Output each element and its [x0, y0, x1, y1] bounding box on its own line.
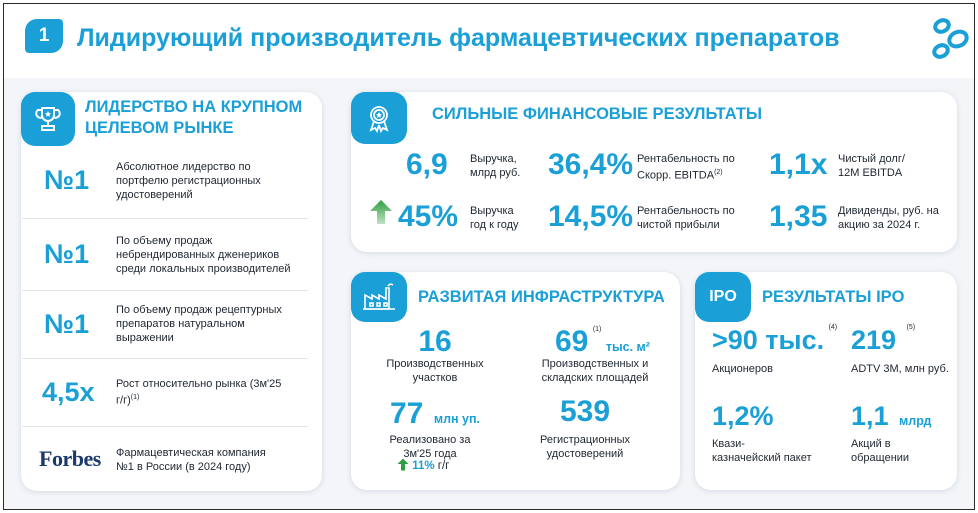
- forbes-logo: Forbes: [39, 446, 101, 471]
- ipo-holders-label: Акционеров: [712, 363, 773, 375]
- divider: [22, 218, 308, 219]
- factory-icon: [363, 283, 395, 310]
- fin-revenue-value: 6,9: [406, 148, 448, 181]
- company-logo-icon: [932, 18, 969, 59]
- infra-sites-value: 16: [418, 325, 452, 358]
- fin-ebitda-value: 36,4%: [548, 148, 634, 181]
- infra-area-unit: тыс. м²: [605, 340, 650, 354]
- infra-packs-label: Реализовано за 3м'25 года: [389, 434, 471, 460]
- fin-growth-label: Выручка год к году: [470, 205, 519, 231]
- infra-packs-value: 77: [390, 397, 424, 430]
- factory-icon-box: [351, 272, 407, 322]
- leadership-value-1: №1: [44, 165, 90, 195]
- arrow-up-icon: [397, 458, 409, 471]
- ipo-badge: IPO: [695, 272, 751, 322]
- infra-packs-value-group: 77 млн уп.: [390, 397, 480, 431]
- award-ribbon-icon: [369, 106, 389, 133]
- ipo-adtv-label: ADTV 3M, млн руб.: [851, 363, 949, 375]
- fin-dividend-label: Дивиденды, руб. на акцию за 2024 г.: [838, 205, 939, 231]
- infra-area-note: (1): [592, 325, 602, 333]
- leadership-text-4: Рост относительно рынка (3м'25 г/г)(1): [116, 378, 282, 407]
- ipo-float-value: 1,1: [851, 401, 889, 431]
- header-bar: 1 Лидирующий производитель фармацевтичес…: [4, 4, 974, 78]
- fin-netmargin-value: 14,5%: [548, 200, 634, 233]
- fin-revenue-label: Выручка, млрд руб.: [470, 153, 521, 179]
- leadership-value-2: №1: [44, 239, 90, 269]
- fin-dividend-value: 1,35: [769, 200, 828, 233]
- infra-area-label: Производственных и складских площадей: [541, 358, 649, 384]
- leadership-title: ЛИДЕРСТВО НА КРУПНОМ ЦЕЛЕВОМ РЫНКЕ: [85, 98, 303, 137]
- financial-title: СИЛЬНЫЕ ФИНАНСОВЫЕ РЕЗУЛЬТАТЫ: [432, 105, 763, 123]
- infrastructure-title: РАЗВИТАЯ ИНФРАСТРУКТУРА: [418, 288, 665, 306]
- award-icon-box: [351, 92, 407, 144]
- ipo-adtv-value: 219: [851, 325, 897, 355]
- trophy-icon: [35, 107, 61, 131]
- infra-sites-label: Производственных участков: [386, 358, 484, 384]
- infra-area-value: 69: [555, 325, 589, 358]
- infra-licenses-value: 539: [559, 395, 611, 428]
- ipo-float-unit: млрд: [899, 414, 932, 428]
- ipo-adtv-note: (5): [906, 323, 916, 331]
- section-number-badge: 1: [25, 19, 63, 53]
- fin-debt-label: Чистый долг/ 12M EBITDA: [838, 153, 905, 179]
- financial-card: [351, 92, 957, 252]
- ipo-holders-value: >90 тыс.: [712, 325, 825, 355]
- leadership-text-2: По объему продаж небрендированных дженер…: [116, 235, 291, 275]
- infra-area-value-group: 69 (1) тыс. м²: [555, 325, 650, 359]
- ipo-holders-note: (4): [828, 323, 838, 331]
- page-title: Лидирующий производитель фармацевтически…: [77, 24, 840, 52]
- leadership-text-5: Фармацевтическая компания №1 в России (в…: [116, 447, 266, 473]
- leadership-text-1: Абсолютное лидерство по портфелю регистр…: [116, 161, 261, 201]
- fin-growth-value: 45%: [398, 200, 459, 233]
- ipo-quasi-label: Квази-казначейский пакет: [712, 438, 812, 464]
- arrow-up-icon: [370, 200, 392, 224]
- fin-debt-value: 1,1x: [769, 148, 828, 181]
- leadership-value-3: №1: [44, 309, 90, 339]
- trophy-icon-box: [21, 92, 75, 146]
- fin-ebitda-label: Рентабельность по Скорр. EBITDA(2): [637, 153, 735, 182]
- ipo-holders-value-group: >90 тыс. (4): [712, 323, 838, 356]
- fin-netmargin-label: Рентабельность по чистой прибыли: [637, 205, 735, 231]
- leadership-card: [21, 92, 322, 491]
- leadership-value-4: 4,5x: [42, 377, 95, 407]
- ipo-float-label: Акций в обращении: [851, 438, 910, 464]
- infra-packs-growth: 11% г/г: [397, 458, 449, 472]
- ipo-adtv-value-group: 219 (5): [851, 323, 916, 356]
- infra-packs-unit: млн уп.: [433, 412, 481, 426]
- infra-licenses-label: Регистрационных удостоверений: [539, 434, 631, 460]
- divider: [22, 290, 308, 291]
- leadership-text-3: По объему продаж рецептурных препаратов …: [116, 304, 282, 344]
- ipo-float-value-group: 1,1 млрд: [851, 401, 931, 432]
- divider: [22, 426, 308, 427]
- divider: [22, 358, 308, 359]
- ipo-title: РЕЗУЛЬТАТЫ IPO: [762, 288, 905, 306]
- ipo-quasi-value: 1,2%: [712, 401, 774, 431]
